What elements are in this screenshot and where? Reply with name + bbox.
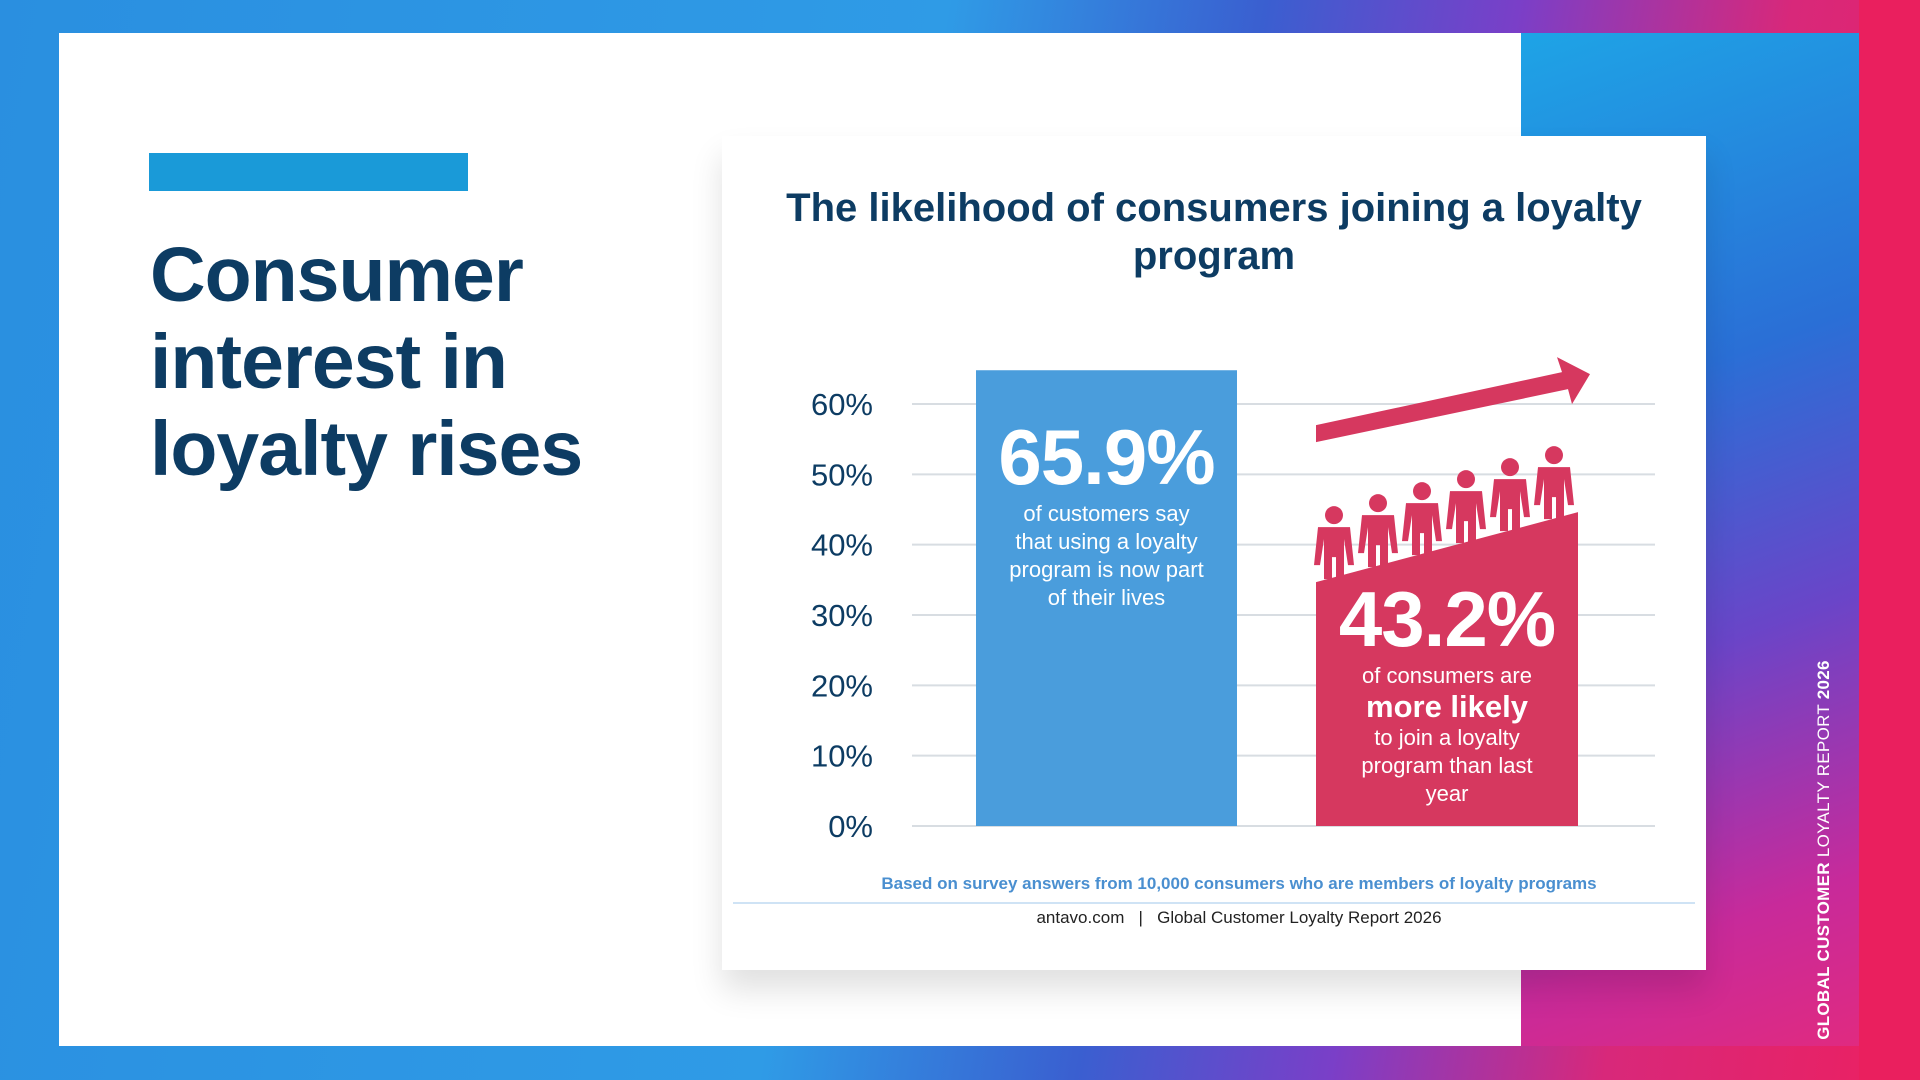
y-tick-label: 0%: [828, 809, 873, 844]
person-head-icon: [1325, 506, 1343, 525]
y-tick-label: 40%: [811, 528, 873, 563]
person-head-icon: [1545, 446, 1563, 465]
bar-2: [1316, 512, 1578, 826]
trend-arrow-icon: [1316, 357, 1590, 443]
person-icon: [1358, 515, 1398, 568]
bar-label-1: 65.9% of customers say that using a loya…: [976, 414, 1237, 612]
y-tick-label: 50%: [811, 457, 873, 492]
chart-note: Based on survey answers from 10,000 cons…: [881, 874, 1597, 893]
bar-1: [976, 370, 1237, 826]
y-tick-label: 30%: [811, 598, 873, 633]
person-icon: [1534, 467, 1574, 520]
bar-label-2: 43.2% of consumers are more likely to jo…: [1316, 576, 1578, 808]
side-label-normal: LOYALTY REPORT: [1814, 699, 1833, 863]
person-icon: [1446, 491, 1486, 544]
bar-text-2c: to join a loyalty program than last year: [1361, 725, 1533, 806]
background-band: [1859, 0, 1920, 1080]
bar-text-2b: more likely: [1366, 689, 1528, 724]
person-head-icon: [1369, 494, 1387, 513]
bar-chart: 0% 10% 20% 30% 40% 50% 60%: [811, 357, 1655, 844]
y-tick-label: 60%: [811, 387, 873, 422]
chart-title: The likelihood of consumers joining a lo…: [786, 186, 1642, 278]
person-icon: [1314, 527, 1354, 580]
y-tick-label: 20%: [811, 668, 873, 703]
bar-value-2: 43.2%: [1338, 575, 1556, 663]
bar-value-1: 65.9%: [998, 413, 1215, 501]
side-label-bold: GLOBAL CUSTOMER: [1814, 862, 1833, 1040]
slide-heading: Consumer interest in loyalty rises: [150, 232, 583, 492]
person-head-icon: [1501, 458, 1519, 477]
chart-source: antavo.com | Global Customer Loyalty Rep…: [1036, 908, 1442, 927]
report-side-label: GLOBAL CUSTOMER LOYALTY REPORT 2026: [1814, 660, 1834, 1040]
accent-bar: [149, 153, 468, 191]
bar-text-2a: of consumers are: [1362, 663, 1532, 688]
side-label-year: 2026: [1814, 660, 1833, 700]
person-icon: [1490, 479, 1530, 532]
person-head-icon: [1457, 470, 1475, 489]
y-tick-label: 10%: [811, 739, 873, 774]
bar-text-1: of customers say that using a loyalty pr…: [1009, 501, 1204, 610]
divider: [733, 902, 1695, 904]
chart-card: The likelihood of consumers joining a lo…: [722, 136, 1706, 970]
person-head-icon: [1413, 482, 1431, 501]
person-icon: [1402, 503, 1442, 556]
